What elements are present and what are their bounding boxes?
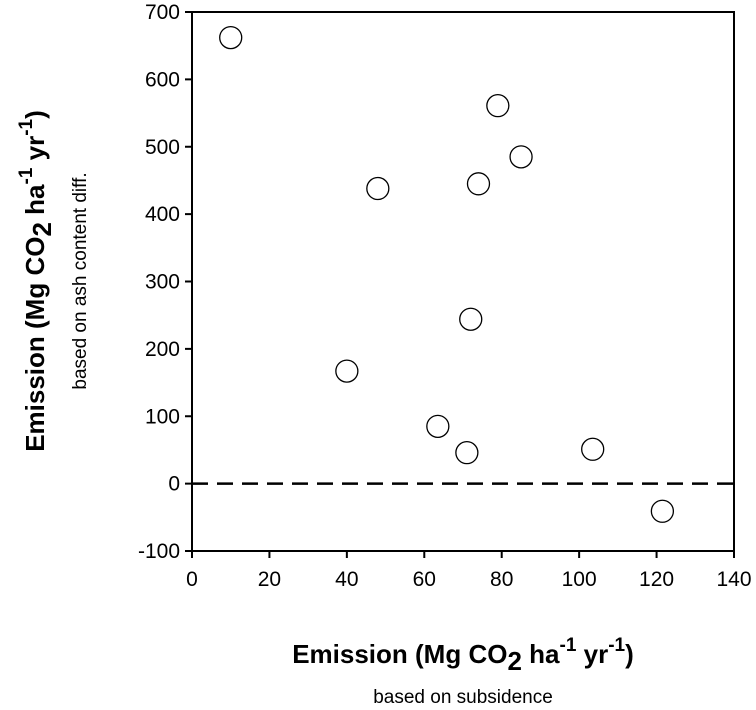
y-tick-label: 300 — [145, 271, 180, 294]
y-tick-label: 600 — [145, 68, 180, 91]
x-tick-label: 0 — [186, 568, 198, 591]
data-point — [426, 414, 450, 439]
x-axis-title-main: Emission (Mg CO — [292, 639, 507, 669]
y-axis-title-exp1: -1 — [16, 167, 37, 184]
x-tick-label: 80 — [490, 568, 513, 591]
y-tick-label: 200 — [145, 338, 180, 361]
data-point — [366, 176, 390, 201]
data-point — [219, 25, 243, 50]
x-axis-title-yr: yr — [576, 639, 608, 669]
x-axis-title-subscript: 2 — [507, 646, 521, 676]
data-point — [459, 307, 483, 331]
x-tick-label: 120 — [639, 568, 674, 591]
data-point — [335, 359, 359, 383]
data-point — [509, 145, 533, 169]
y-tick-label: 400 — [145, 203, 180, 226]
data-point — [581, 437, 605, 461]
x-axis-title: Emission (Mg CO2 ha-1 yr-1) — [292, 635, 634, 676]
x-tick-label: 20 — [258, 568, 281, 591]
y-axis-title-subscript: 2 — [27, 222, 57, 236]
data-point — [466, 172, 491, 196]
y-axis-title-exp2: -1 — [16, 118, 37, 135]
x-axis-title-exp2: -1 — [608, 635, 625, 656]
x-axis-subtitle: based on subsidence — [373, 687, 553, 708]
x-axis-title-ha: ha — [522, 639, 560, 669]
x-tick-label: 60 — [413, 568, 436, 591]
y-tick-label: -100 — [138, 540, 180, 563]
y-axis-title-main: Emission (Mg CO — [20, 237, 50, 452]
x-tick-label: 100 — [562, 568, 597, 591]
axis-ticks: 0 20 40 60 80 100 120 140 -100 0 100 200 300 400 500 60… — [138, 1, 752, 591]
data-point — [486, 94, 510, 118]
data-points — [219, 25, 675, 523]
y-axis-title-close: ) — [20, 110, 50, 119]
y-axis-title-ha: ha — [20, 184, 50, 222]
plot-frame — [191, 11, 735, 552]
y-tick-label: 100 — [145, 405, 180, 428]
x-tick-label: 140 — [716, 568, 751, 591]
y-axis-title-yr: yr — [20, 136, 50, 168]
y-axis-title: Emission (Mg CO2 ha-1 yr-1) — [16, 110, 57, 452]
y-tick-label: 500 — [145, 136, 180, 159]
y-tick-label: 0 — [168, 473, 180, 496]
x-tick-label: 40 — [335, 568, 358, 591]
x-axis-title-close: ) — [625, 639, 634, 669]
x-axis-title-exp1: -1 — [560, 635, 577, 656]
y-axis-subtitle: based on ash content diff. — [70, 172, 91, 389]
data-point — [455, 440, 479, 465]
data-point — [650, 499, 675, 523]
y-tick-label: 700 — [145, 1, 180, 24]
